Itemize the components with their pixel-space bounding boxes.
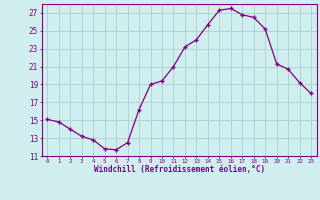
X-axis label: Windchill (Refroidissement éolien,°C): Windchill (Refroidissement éolien,°C) bbox=[94, 165, 265, 174]
